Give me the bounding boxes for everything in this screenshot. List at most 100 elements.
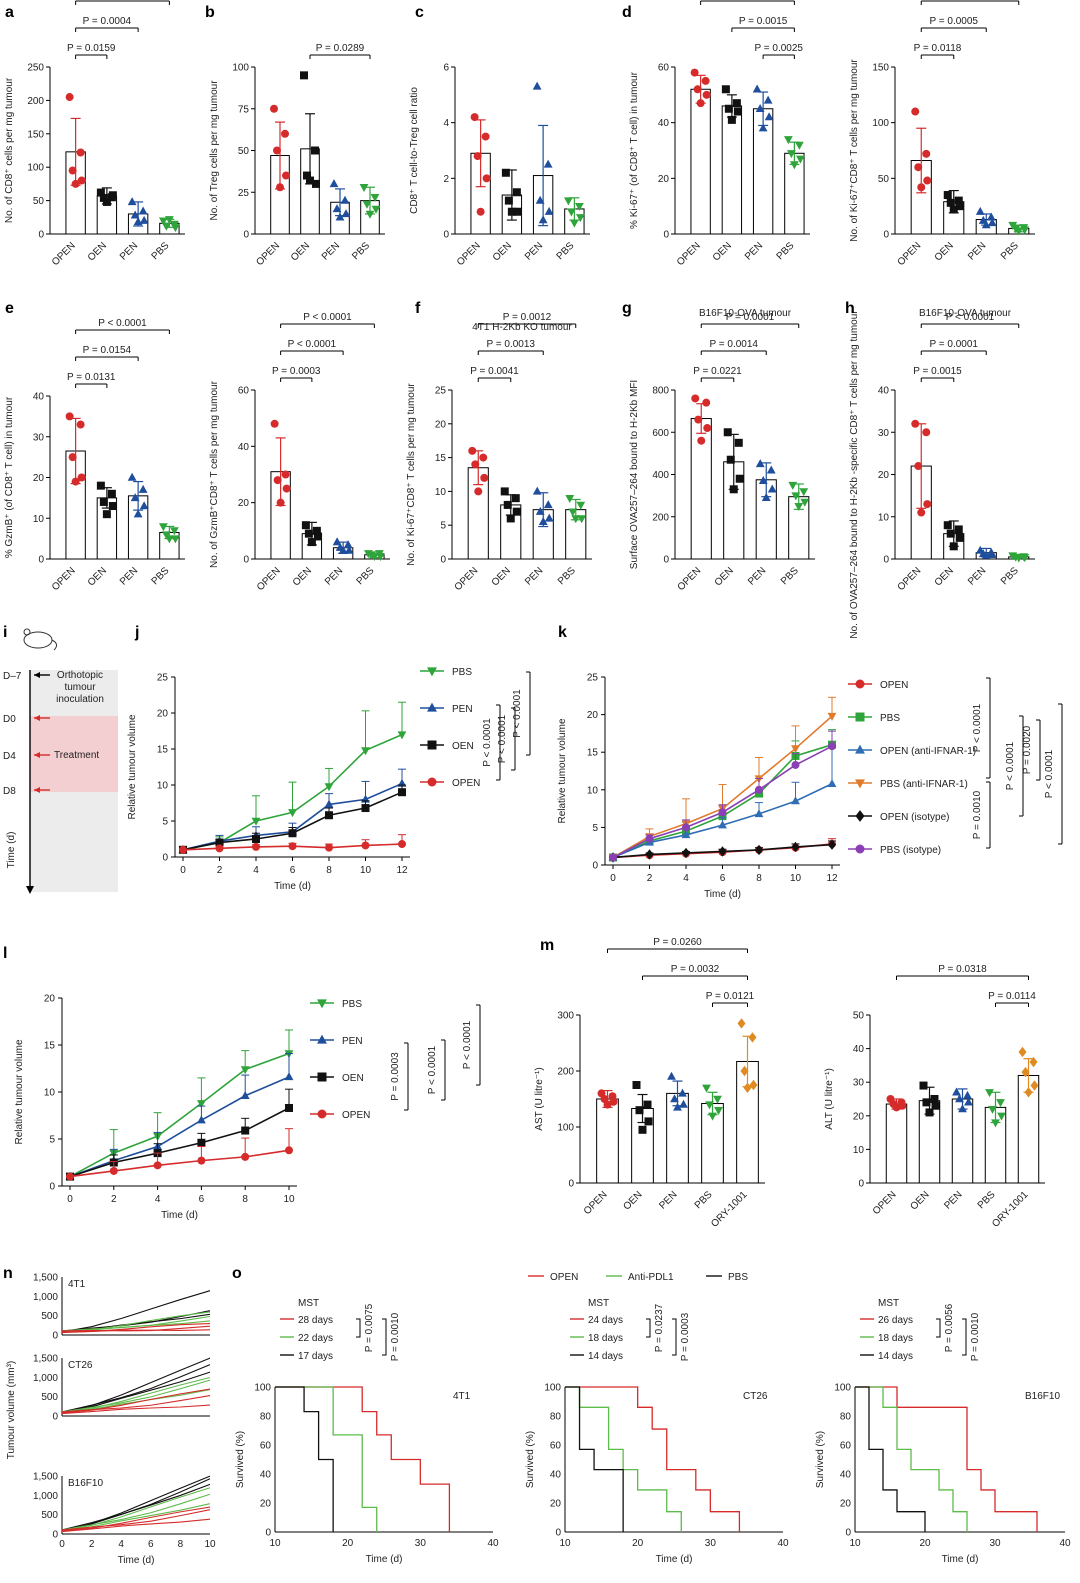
y-tick-label: 15 [157, 745, 169, 756]
data-point [955, 202, 964, 211]
data-point [506, 514, 515, 523]
data-point [512, 188, 521, 197]
data-point [954, 196, 963, 205]
x-tick-label: PEN [966, 240, 988, 262]
data-point [71, 179, 80, 188]
y-tick-label: 40 [878, 386, 890, 397]
legend-label: OPEN (isotype) [880, 812, 949, 823]
y-tick-label: 20 [550, 1499, 562, 1510]
data-point [565, 494, 575, 503]
x-tick-label: 0 [67, 1194, 73, 1205]
y-tick-label: 0 [663, 555, 669, 566]
data-point [795, 155, 805, 164]
y-tick-label: 1,000 [33, 1292, 58, 1303]
data-point [288, 829, 297, 838]
y-axis-label: No. of Ki-67⁺CD8⁺ T cells per mg tumour [849, 59, 860, 242]
y-tick-label: 2 [443, 174, 449, 185]
x-tick-label: PEN [323, 565, 345, 587]
x-axis-label: Time (d) [656, 1554, 693, 1565]
legend-label: PEN [452, 704, 473, 715]
bar-chart-c: 0 2 4 6 CD8⁺ T cell-to-Treg cell ratio OPEN OE… [409, 4, 590, 268]
data-point [955, 1094, 964, 1103]
data-point [197, 1138, 206, 1147]
p-value: P = 0.0020 [1022, 725, 1033, 774]
x-tick-label: OPEN [455, 240, 483, 268]
mst-value: 14 days [878, 1351, 913, 1362]
y-tick-label: 30 [878, 428, 890, 439]
growth-curve [61, 1376, 211, 1414]
legend-marker [855, 679, 865, 689]
y-tick-label: 0 [555, 1528, 561, 1539]
data-point [543, 500, 553, 509]
growth-curve [61, 1509, 211, 1531]
mst-value: 28 days [298, 1315, 333, 1326]
x-tick-label: PBS [775, 240, 797, 262]
x-tick-label: OPEN [255, 565, 283, 593]
data-point [474, 487, 483, 496]
x-tick-label: 20 [342, 1538, 354, 1549]
p-value: P < 0.0001 [497, 714, 508, 763]
x-tick-label: OPEN [50, 240, 78, 268]
data-point [767, 484, 777, 493]
data-point [917, 183, 926, 192]
data-point [576, 501, 586, 510]
x-tick-label: OEN [291, 565, 314, 588]
panel-letter: l [3, 945, 7, 962]
data-point [727, 115, 736, 124]
data-point [898, 1101, 907, 1110]
growth-curve [61, 1404, 211, 1415]
data-point [241, 1126, 250, 1135]
data-point [729, 485, 738, 494]
y-tick-label: 4 [443, 118, 449, 129]
data-point [282, 171, 290, 180]
data-point [946, 529, 955, 538]
y-tick-label: 50 [33, 196, 45, 207]
data-point [164, 216, 174, 225]
data-point [197, 1115, 206, 1124]
data-point [764, 112, 774, 121]
data-point [574, 202, 584, 211]
survival-curve [275, 1386, 451, 1532]
x-tick-label: OEN [622, 1189, 645, 1212]
y-tick-label: 1,500 [33, 1354, 58, 1365]
x-tick-label: OEN [933, 565, 956, 588]
data-point [783, 136, 793, 145]
survival-curve [565, 1386, 624, 1532]
survival-curve [565, 1386, 741, 1532]
data-point [532, 81, 542, 90]
data-point [786, 150, 796, 159]
data-point [365, 210, 375, 219]
legend-marker [855, 844, 865, 854]
y-tick-label: 10 [33, 514, 45, 525]
survival-curve [855, 1386, 1038, 1532]
p-value: P = 0.0015 [739, 16, 788, 27]
timeline-day: D–7 [3, 671, 22, 682]
data-point [153, 1161, 162, 1170]
data-point [609, 853, 617, 862]
data-point [77, 176, 86, 185]
y-tick-label: 50 [238, 146, 250, 157]
p-value: P = 0.0013 [487, 339, 536, 350]
data-point [914, 462, 923, 471]
x-tick-label: PEN [966, 565, 988, 587]
data-point [281, 470, 290, 479]
data-point [733, 107, 742, 116]
x-tick-label: 8 [756, 873, 762, 884]
data-point [102, 510, 111, 519]
data-point [569, 219, 579, 228]
data-point [340, 195, 350, 204]
data-point [1024, 1087, 1033, 1098]
data-point [68, 166, 77, 175]
y-tick-label: 0 [52, 1530, 58, 1541]
data-point [794, 141, 804, 150]
data-point [335, 212, 345, 221]
growth-curve [61, 1518, 211, 1533]
data-point [371, 205, 381, 214]
x-tick-label: PEN [743, 240, 765, 262]
p-value: P = 0.0131 [67, 372, 116, 383]
legend-marker [855, 744, 865, 754]
data-point [281, 129, 289, 138]
x-tick-label: 10 [360, 865, 372, 876]
x-tick-label: OEN [491, 240, 514, 263]
data-point [288, 809, 297, 818]
